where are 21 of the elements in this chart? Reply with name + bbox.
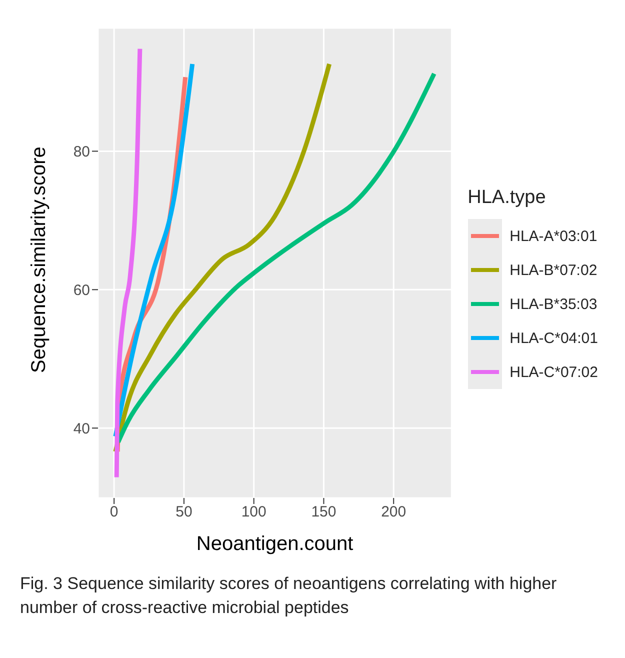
x-tick-label: 0 [110,504,118,521]
line-series [116,71,436,444]
caption: Fig. 3 Sequence similarity scores of neoantigens correlating with higher number of cross-reactive microbial peptides [19,573,558,619]
legend-label: HLA-C*04:01 [510,330,598,346]
legend-label: HLA-B*35:03 [510,296,598,312]
y-tick-label: 60 [73,282,90,299]
x-tick-label: 50 [176,504,192,521]
x-tick-label: 100 [241,504,266,521]
y-tick-label: 80 [73,144,90,161]
y-axis-title: Sequence.similarity.score [28,146,50,373]
legend-label: HLA-A*03:01 [510,228,598,244]
line-series [113,62,195,439]
legend-label: HLA-B*07:02 [510,262,598,278]
x-tick-label: 200 [381,504,406,521]
y-tick-label: 40 [73,420,90,438]
legend-title: HLA.type [468,187,547,209]
legend-label: HLA-C*07:02 [510,364,598,380]
x-axis-title: Neoantigen.count [196,533,354,555]
x-tick-label: 150 [311,504,336,521]
line-series [114,46,142,480]
line-series [113,62,332,454]
